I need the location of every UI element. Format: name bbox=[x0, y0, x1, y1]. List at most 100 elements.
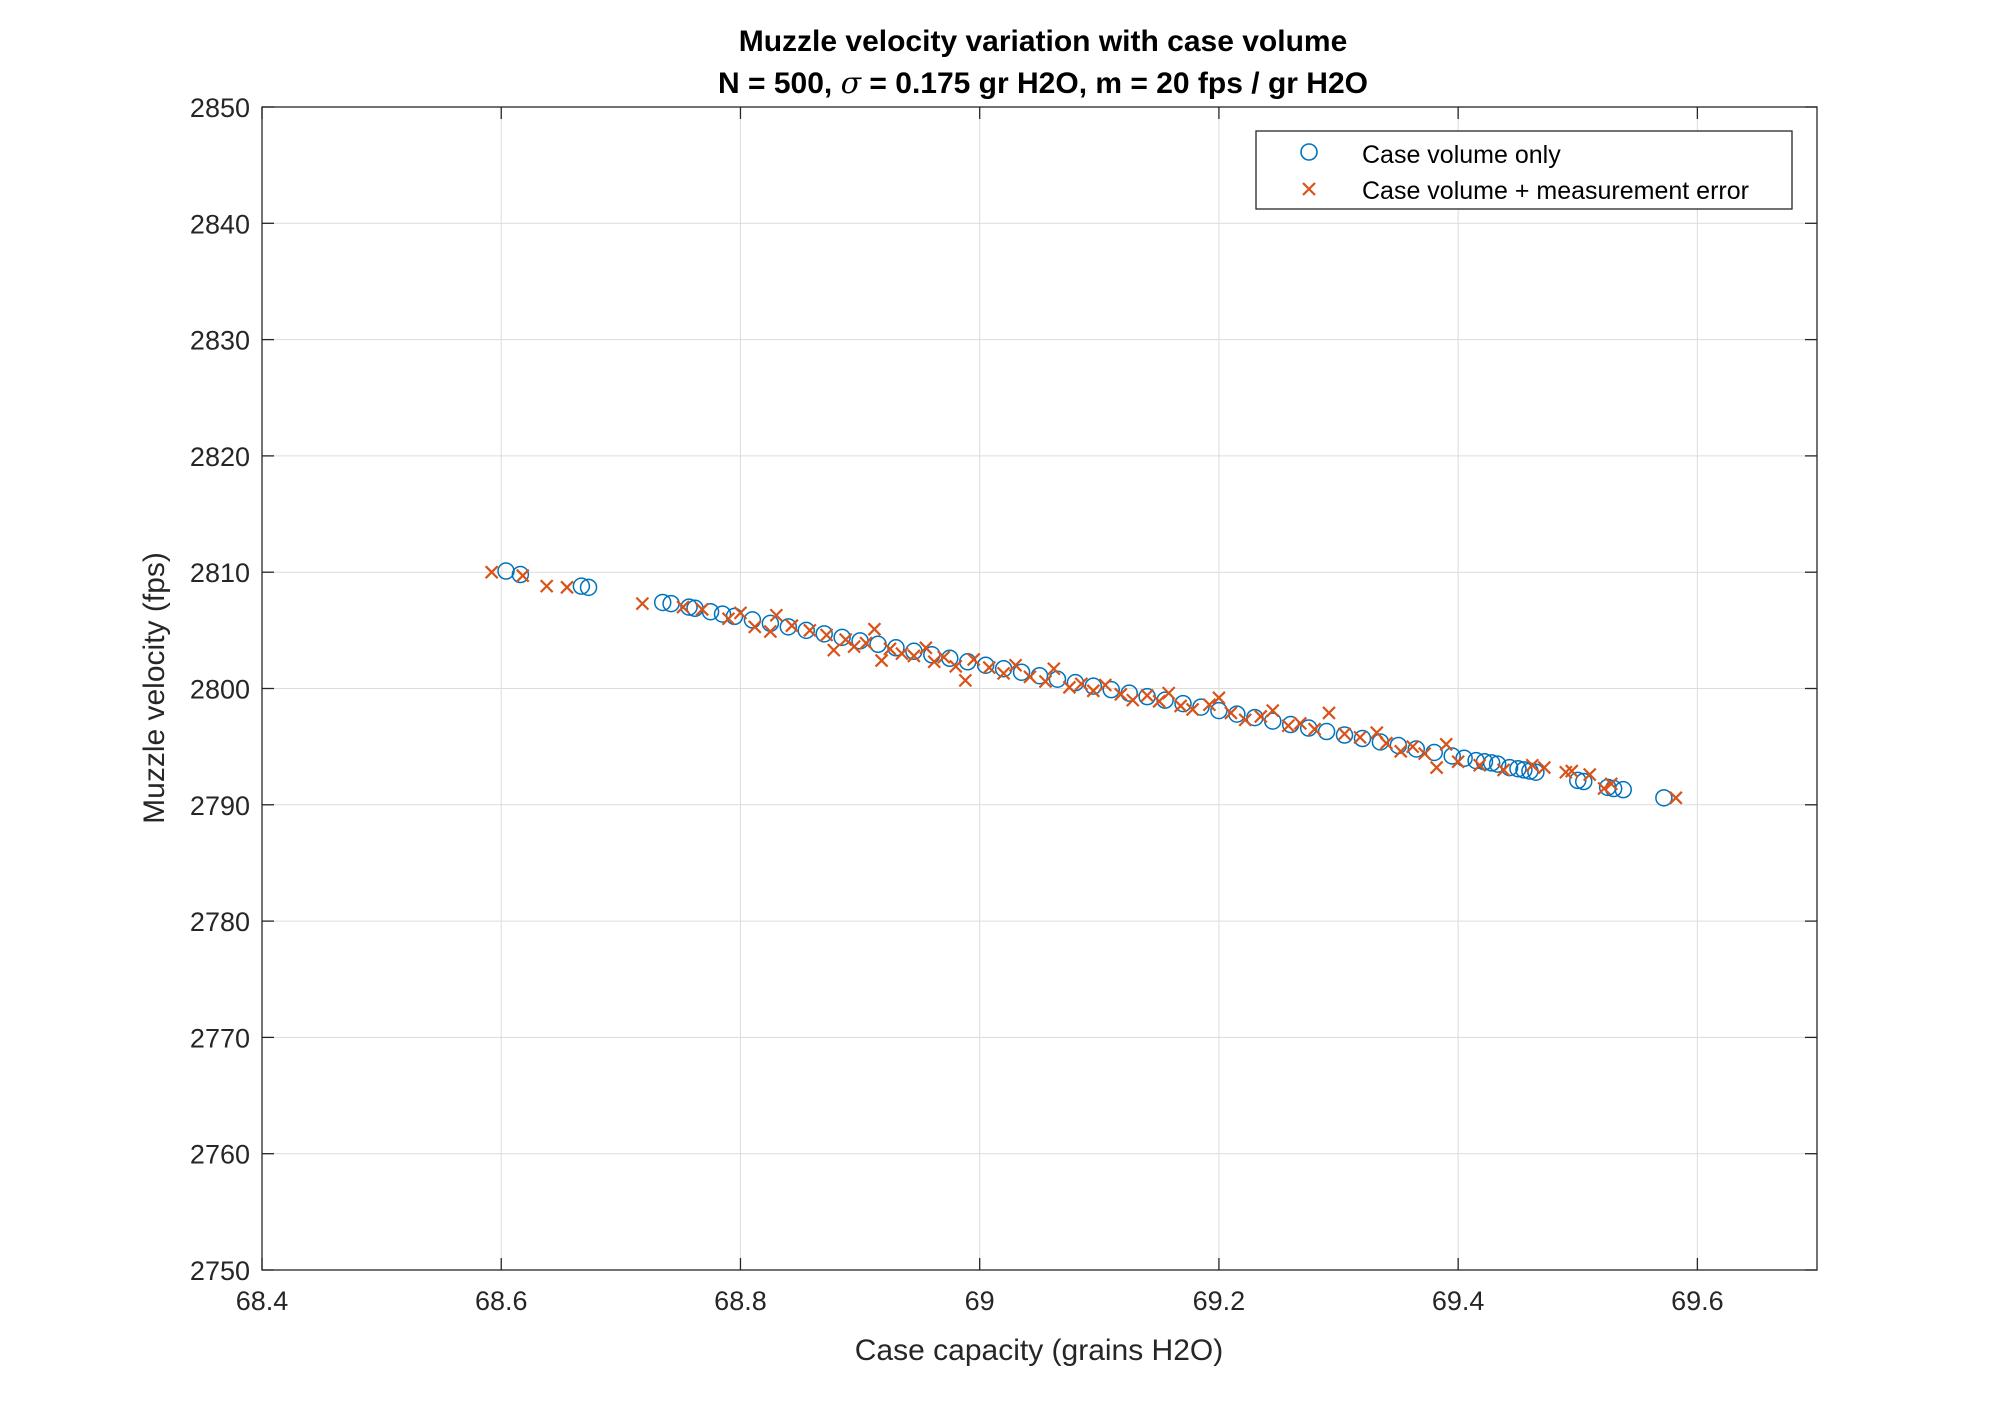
data-point-x bbox=[819, 628, 834, 642]
data-point-circle bbox=[511, 565, 530, 584]
data-point-circle bbox=[797, 621, 815, 640]
data-point-circle bbox=[815, 625, 833, 643]
data-point-circle bbox=[579, 578, 598, 597]
x-tick-label: 69 bbox=[965, 1286, 995, 1316]
chart-subtitle: N = 500, σ = 0.175 gr H2O, m = 20 fps / … bbox=[718, 66, 1368, 101]
data-point-circle bbox=[653, 593, 672, 612]
data-point-x bbox=[1161, 686, 1176, 700]
x-tick-label: 68.6 bbox=[475, 1286, 528, 1316]
data-point-x bbox=[1337, 727, 1352, 741]
data-point-circle bbox=[1174, 694, 1192, 713]
data-point-circle bbox=[833, 628, 851, 647]
chart-title: Muzzle velocity variation with case volu… bbox=[739, 25, 1348, 58]
y-tick-label: 2840 bbox=[190, 209, 250, 239]
data-point-circle bbox=[1443, 747, 1461, 765]
y-tick-label: 2800 bbox=[190, 675, 250, 705]
y-tick-label: 2850 bbox=[190, 93, 250, 123]
data-point-x bbox=[847, 639, 861, 654]
data-point-x bbox=[1353, 730, 1367, 745]
data-point-x bbox=[867, 622, 882, 636]
data-point-x bbox=[539, 579, 554, 593]
y-axis-label: Muzzle velocity (fps) bbox=[138, 552, 171, 824]
data-point-x bbox=[895, 646, 909, 661]
x-tick-label: 69.4 bbox=[1432, 1286, 1485, 1316]
data-point-x bbox=[1140, 688, 1154, 703]
data-point-circle bbox=[779, 618, 798, 636]
data-point-x bbox=[1224, 706, 1238, 720]
data-point-circle bbox=[680, 598, 698, 616]
data-point-x bbox=[515, 568, 530, 583]
data-point-circle bbox=[1012, 663, 1031, 681]
data-point-x bbox=[948, 659, 963, 674]
data-point-circle bbox=[701, 602, 720, 621]
data-point-x bbox=[1322, 706, 1336, 720]
data-point-circle bbox=[1210, 701, 1228, 720]
data-point-x bbox=[763, 624, 778, 639]
data-point-circle bbox=[1655, 789, 1673, 807]
data-point-x bbox=[874, 653, 889, 668]
data-point-x bbox=[1238, 713, 1253, 727]
data-point-x bbox=[1086, 684, 1101, 698]
y-tick-label: 2780 bbox=[190, 907, 250, 937]
subtitle-sigma: σ bbox=[841, 66, 863, 101]
data-point-x bbox=[927, 654, 942, 669]
data-point-x bbox=[1098, 678, 1113, 692]
data-point-x bbox=[1370, 725, 1384, 740]
data-point-x bbox=[560, 580, 574, 595]
x-axis-label: Case capacity (grains H2O) bbox=[855, 1334, 1223, 1367]
data-point-circle bbox=[1515, 761, 1533, 779]
data-point-circle bbox=[1084, 677, 1103, 695]
x-tick-label: 69.2 bbox=[1193, 1286, 1246, 1316]
axis-ticks bbox=[261, 106, 1817, 1271]
data-point-circle bbox=[1569, 771, 1587, 790]
data-point-x bbox=[1307, 722, 1322, 736]
data-point-x bbox=[1604, 777, 1619, 791]
y-tick-label: 2750 bbox=[190, 1256, 250, 1286]
data-point-x bbox=[1537, 760, 1552, 775]
data-point-x bbox=[826, 643, 841, 657]
data-point-x bbox=[1114, 687, 1128, 702]
y-tick-label: 2810 bbox=[190, 558, 250, 588]
data-point-x bbox=[748, 620, 762, 634]
data-point-x bbox=[982, 660, 997, 675]
data-point-x bbox=[1047, 661, 1061, 676]
data-point-circle bbox=[497, 562, 515, 580]
data-point-circle bbox=[713, 605, 732, 623]
data-point-x bbox=[907, 649, 921, 663]
legend-marker-circle bbox=[1300, 143, 1318, 161]
data-point-x bbox=[1429, 760, 1444, 775]
data-point-circle bbox=[1527, 763, 1545, 781]
data-point-circle bbox=[1317, 722, 1336, 741]
y-tick-label: 2760 bbox=[190, 1140, 250, 1170]
data-point-x bbox=[859, 636, 873, 650]
data-point-x bbox=[1254, 709, 1268, 724]
series-case-volume-measurement-error bbox=[484, 565, 1683, 805]
data-point-x bbox=[635, 596, 650, 611]
data-point-x bbox=[937, 650, 951, 664]
data-point-x bbox=[1074, 677, 1089, 691]
data-point-circle bbox=[1509, 759, 1527, 778]
data-point-circle bbox=[1102, 680, 1121, 699]
legend-label-case-volume-measurement-error: Case volume + measurement error bbox=[1362, 177, 1749, 205]
data-point-x bbox=[1597, 781, 1611, 796]
data-point-x bbox=[1008, 658, 1023, 673]
y-tick-labels: 2750 2760 2770 2780 2790 2800 2810 2820 2830 2840… bbox=[190, 93, 250, 1286]
data-point-x bbox=[1393, 744, 1408, 759]
data-point-x bbox=[1582, 767, 1597, 782]
data-point-x bbox=[695, 602, 709, 617]
data-point-x bbox=[1185, 702, 1200, 717]
data-point-circle bbox=[1482, 754, 1501, 772]
x-tick-label: 69.6 bbox=[1671, 1286, 1724, 1316]
data-point-circle bbox=[1335, 726, 1354, 744]
data-point-x bbox=[1565, 764, 1579, 778]
subtitle-prefix: N = 500, bbox=[718, 67, 841, 100]
data-point-x bbox=[1379, 736, 1394, 750]
legend: Case volume only Case volume + measureme… bbox=[1255, 130, 1793, 210]
y-tick-label: 2830 bbox=[190, 326, 250, 356]
data-point-x bbox=[966, 652, 981, 667]
data-point-x bbox=[484, 565, 499, 579]
data-point-x bbox=[1062, 680, 1077, 695]
data-point-circle bbox=[1575, 772, 1593, 791]
